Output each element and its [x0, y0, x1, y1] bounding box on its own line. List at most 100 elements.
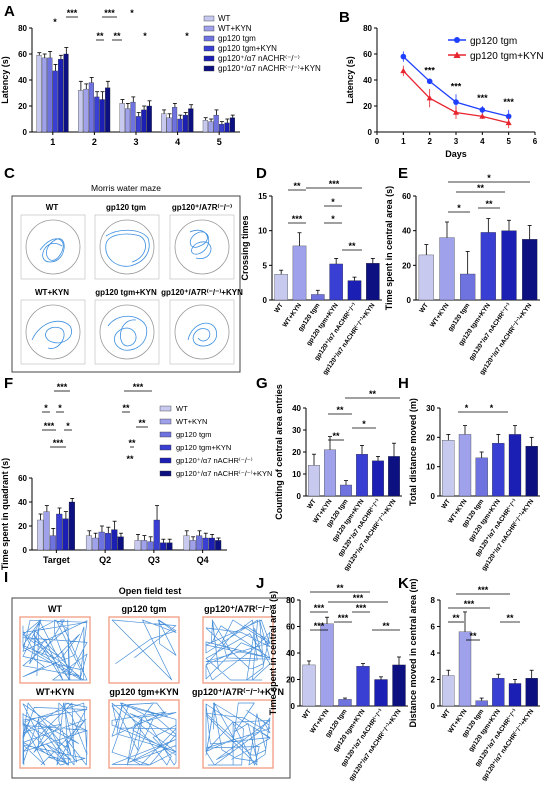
- sig-mark-K-0: ***: [478, 585, 489, 595]
- oft-track-2: [205, 619, 271, 681]
- legend-f-label-1: WT+KYN: [176, 417, 207, 426]
- y-axis-label-E: Time spent in central area (s): [384, 186, 394, 310]
- bar-F-1-2: [98, 531, 105, 551]
- x-tick-label-E-0: WT: [418, 302, 430, 314]
- sig-mark-B-0: ***: [424, 66, 435, 76]
- point-B-1-3: [479, 113, 486, 119]
- y-tick-label-J-2: 40: [286, 649, 295, 658]
- bar-F-1-0: [85, 535, 93, 551]
- y-tick-label-K-3: 6: [431, 623, 436, 632]
- bar-A-0-4: [58, 59, 64, 133]
- panel-label-a: A: [4, 3, 15, 20]
- oft-arena-0: [19, 616, 91, 684]
- panel-label-j: J: [256, 575, 264, 592]
- y-tick-label-A-2: 40: [18, 76, 27, 85]
- bar-A-4-1: [208, 121, 214, 133]
- oft-label-1: gp120 tgm: [121, 604, 166, 614]
- bar-H-0: [442, 440, 455, 497]
- y-axis-label-A: Latency (s): [0, 56, 10, 104]
- sig-mark-F-8: **: [128, 438, 136, 448]
- legend-a-label-1: WT+KYN: [218, 24, 252, 33]
- legend-a-label-4: gp120⁺/α7 nACHR⁽⁻/⁻⁾: [218, 54, 300, 63]
- oft-label-0: WT: [48, 604, 62, 614]
- y-tick-label-G-3: 30: [292, 426, 301, 435]
- bar-F-2-4: [160, 542, 167, 551]
- bar-H-5: [525, 445, 538, 497]
- bar-K-2: [475, 700, 488, 707]
- bar-A-2-3: [135, 116, 141, 133]
- bar-H-4: [508, 434, 522, 497]
- bar-F-2-1: [141, 540, 148, 551]
- mwm-pool-3: [20, 299, 86, 365]
- sig-mark-D-3: ***: [292, 214, 303, 224]
- y-axis-label-J: Time spent in central area (s): [268, 591, 278, 715]
- y-tick-label-J-0: 0: [291, 702, 296, 711]
- x-axis-label-B: Days: [445, 149, 467, 159]
- y-tick-label-G-2: 20: [292, 448, 301, 457]
- sig-mark-A-3: *: [130, 8, 134, 18]
- x-tick-label-F-0: Target: [43, 555, 70, 565]
- bar-A-1-4: [99, 99, 105, 133]
- sig-mark-A-0: *: [53, 17, 57, 27]
- mwm-pool-1: [94, 214, 160, 280]
- oft-track-5: [205, 702, 271, 766]
- y-tick-label-B-3: 60: [363, 50, 372, 59]
- bar-G-3: [356, 454, 368, 497]
- legend-b-marker-0: [454, 37, 460, 43]
- sig-mark-A-7: *: [185, 31, 189, 41]
- legend-a-swatch-1: [203, 25, 215, 32]
- bar-F-2-0: [134, 540, 141, 551]
- bar-A-2-2: [130, 101, 136, 133]
- y-tick-label-F-2: 40: [18, 498, 27, 507]
- y-axis-label-G: Counting of central area entries: [274, 384, 284, 520]
- legend-a-swatch-3: [203, 45, 215, 52]
- sig-mark-E-1: **: [485, 199, 493, 209]
- oft-track-3: [22, 702, 88, 766]
- bar-D-5: [366, 263, 380, 301]
- sig-mark-B-3: ***: [503, 97, 514, 107]
- sig-mark-A-2: ***: [104, 8, 115, 18]
- mwm-pool-4: [94, 299, 160, 365]
- bar-A-1-2: [88, 82, 94, 133]
- sig-mark-F-1: ***: [57, 382, 68, 392]
- bar-F-2-2: [147, 541, 154, 551]
- sig-mark-A-1: ***: [67, 8, 78, 18]
- y-tick-label-K-0: 0: [431, 702, 436, 711]
- legend-b-label-1: gp120 tgm+KYN: [470, 51, 544, 62]
- legend-f-label-4: gp120⁺/α7 nACHR⁽⁻/⁻⁾: [176, 456, 253, 465]
- legend-a-swatch-2: [203, 35, 215, 42]
- legend-f-label-0: WT: [176, 404, 188, 413]
- sig-mark-D-1: *: [331, 197, 335, 207]
- x-tick-label-A-1: 2: [92, 137, 97, 147]
- bar-F-3-3: [202, 537, 209, 551]
- x-tick-label-A-0: 1: [50, 137, 55, 147]
- sig-mark-F-5: ***: [53, 438, 64, 448]
- bar-G-0: [308, 465, 320, 497]
- y-tick-label-E-1: 20: [402, 261, 411, 270]
- panel-label-d: D: [256, 165, 267, 182]
- y-tick-label-B-4: 80: [363, 24, 372, 33]
- bar-A-4-4: [224, 122, 230, 133]
- oft-panel: Open field test WT gp120 tgm gp120⁺/A7R⁽…: [11, 586, 291, 779]
- sig-mark-G-2: *: [362, 419, 366, 429]
- oft-arena-1: [108, 616, 180, 684]
- sig-mark-K-2: **: [452, 613, 460, 623]
- oft-arena-5: [202, 699, 274, 769]
- point-B-0-1: [426, 78, 433, 85]
- sig-mark-G-1: **: [336, 405, 344, 415]
- bar-G-2: [340, 484, 352, 497]
- bar-A-2-0: [119, 103, 125, 133]
- y-axis-label-F: Time spent in quadrant (s): [0, 458, 10, 570]
- bar-A-0-5: [63, 53, 69, 133]
- y-tick-label-K-4: 8: [431, 596, 436, 605]
- bar-F-2-3: [153, 519, 160, 551]
- legend-f-swatch-4: [159, 457, 172, 464]
- x-tick-label-D-0: WT: [273, 302, 285, 314]
- point-B-0-3: [479, 107, 486, 113]
- bar-A-2-1: [125, 108, 131, 133]
- bar-K-0: [442, 675, 455, 707]
- mwm-panel: Morris water maze WT gp120 tgm gp120⁺/A7…: [11, 183, 243, 373]
- bar-A-3-2: [172, 107, 178, 133]
- sig-mark-K-1: ***: [464, 599, 475, 609]
